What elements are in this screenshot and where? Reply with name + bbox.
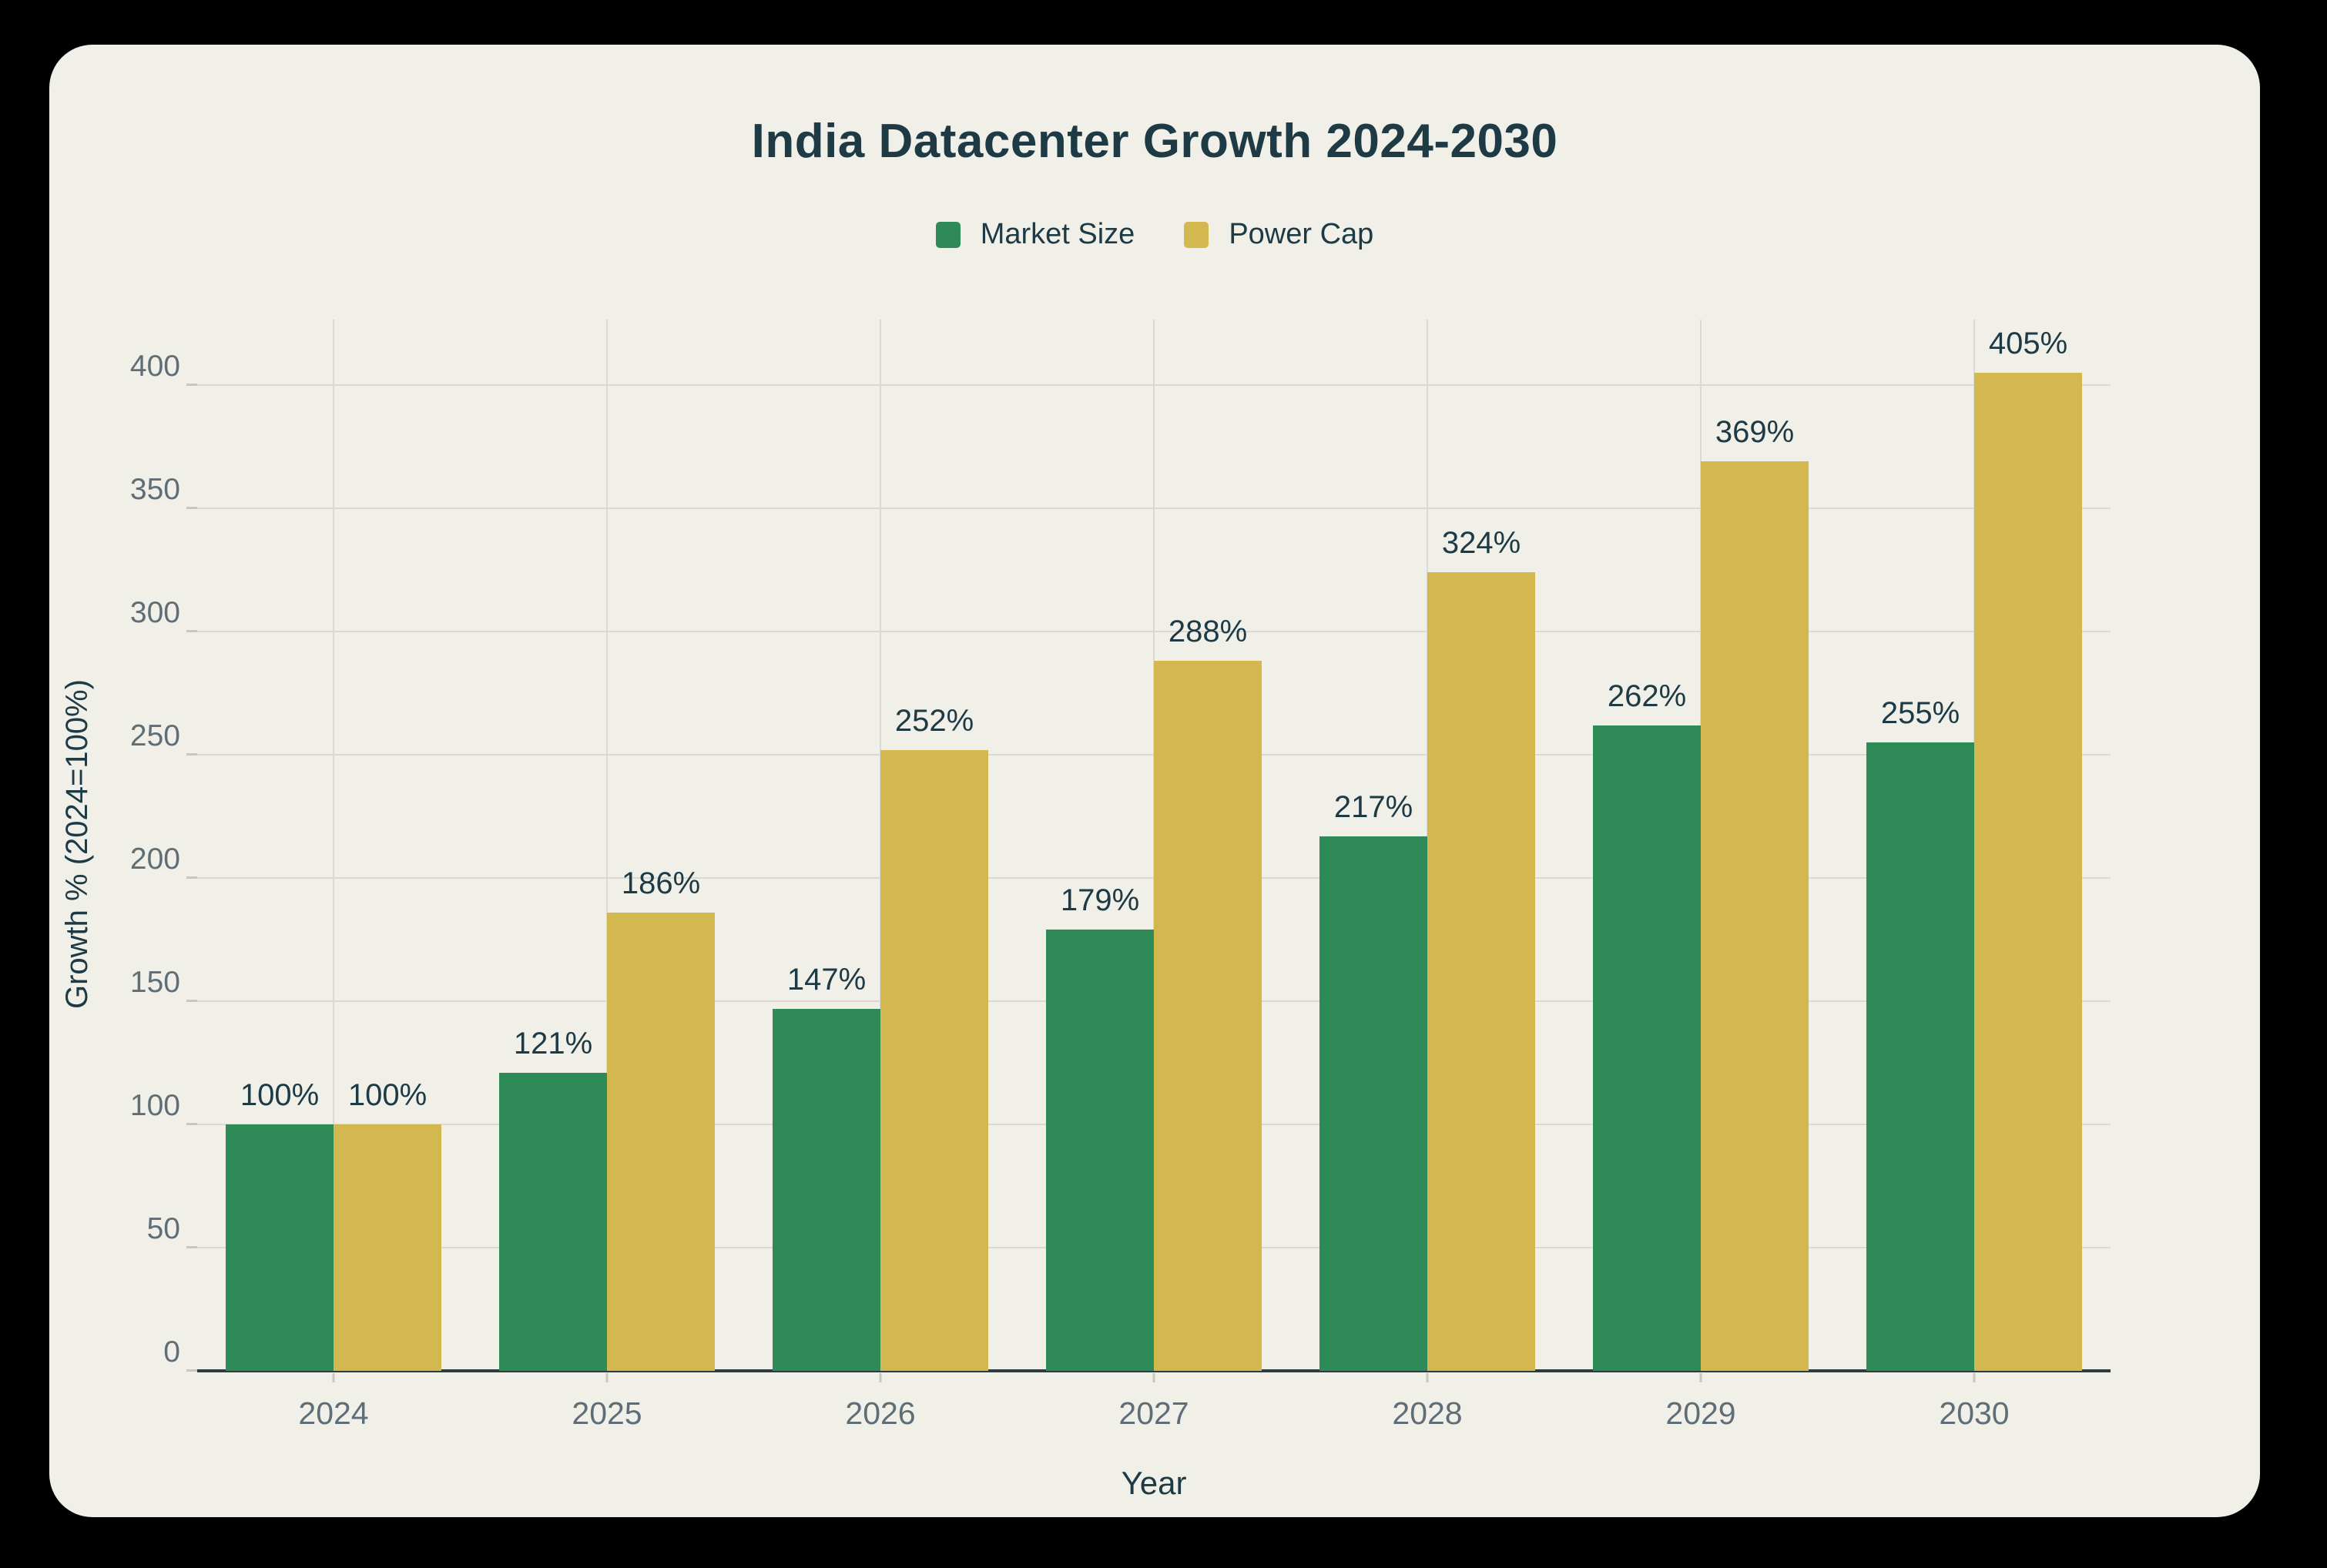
legend-item-label: Power Cap bbox=[1229, 218, 1374, 250]
y-tick-label-200: 200 bbox=[129, 843, 180, 876]
plot-area: 100% 100% 121% 186% 147% 252% 179% 288% 217% 324%… bbox=[130, 320, 2111, 1431]
x-axis-line bbox=[197, 1369, 2111, 1372]
bar-market-size-2026 bbox=[773, 1009, 880, 1371]
chart-card: India Datacenter Growth 2024-2030 Market… bbox=[49, 45, 2260, 1517]
bar-value-label-power-cap-2028: 324% bbox=[1441, 526, 1521, 560]
bar-value-label-power-cap-2030: 405% bbox=[1988, 327, 2068, 360]
y-tick-label-0: 0 bbox=[163, 1335, 180, 1369]
legend-item-market-size[interactable]: Market Size bbox=[935, 218, 1135, 251]
y-tick-label-250: 250 bbox=[129, 719, 180, 752]
y-axis-tick bbox=[186, 1000, 197, 1002]
chart-legend: Market Size Power Cap bbox=[49, 218, 2260, 251]
bar-power-cap-2024 bbox=[334, 1124, 441, 1371]
bar-power-cap-2030 bbox=[1974, 373, 2082, 1371]
y-axis-tick bbox=[186, 1123, 197, 1125]
x-axis-tick bbox=[605, 1373, 609, 1382]
legend-item-label: Market Size bbox=[980, 218, 1135, 250]
gridline-x-2025 bbox=[606, 320, 608, 1371]
bar-market-size-2024 bbox=[226, 1124, 334, 1371]
x-axis-title: Year bbox=[1121, 1465, 1187, 1501]
gridline-x-2024 bbox=[333, 320, 334, 1371]
y-axis-tick bbox=[186, 507, 197, 509]
x-axis-tick bbox=[332, 1373, 335, 1382]
y-axis-tick bbox=[186, 384, 197, 386]
y-tick-label-50: 50 bbox=[146, 1212, 180, 1245]
x-tick-label-2030: 2030 bbox=[1939, 1395, 2010, 1431]
bar-value-label-market-size-2029: 262% bbox=[1607, 679, 1687, 713]
y-tick-label-350: 350 bbox=[129, 473, 180, 506]
legend-swatch-icon bbox=[1184, 221, 1209, 248]
bar-power-cap-2028 bbox=[1427, 572, 1535, 1371]
bar-value-label-market-size-2025: 121% bbox=[513, 1027, 593, 1060]
x-axis-tick bbox=[1973, 1373, 1976, 1382]
y-axis-tick bbox=[186, 1369, 197, 1372]
legend-swatch-icon bbox=[935, 221, 961, 248]
bar-value-label-power-cap-2026: 252% bbox=[894, 704, 974, 738]
bar-value-label-market-size-2030: 255% bbox=[1880, 696, 1960, 730]
x-tick-label-2029: 2029 bbox=[1665, 1395, 1736, 1431]
y-axis-tick bbox=[186, 753, 197, 756]
bar-power-cap-2025 bbox=[607, 913, 715, 1371]
bar-value-label-power-cap-2029: 369% bbox=[1715, 415, 1795, 449]
bar-value-label-market-size-2026: 147% bbox=[786, 963, 867, 997]
y-tick-label-150: 150 bbox=[129, 966, 180, 999]
x-axis-tick bbox=[879, 1373, 882, 1382]
y-tick-label-100: 100 bbox=[129, 1089, 180, 1122]
bar-value-label-market-size-2028: 217% bbox=[1333, 790, 1413, 824]
x-axis-tick bbox=[1152, 1373, 1155, 1382]
bar-value-label-power-cap-2024: 100% bbox=[347, 1078, 428, 1112]
x-tick-label-2027: 2027 bbox=[1118, 1395, 1189, 1431]
y-axis-tick bbox=[186, 1246, 197, 1248]
y-tick-label-300: 300 bbox=[129, 596, 180, 629]
bar-market-size-2028 bbox=[1319, 836, 1427, 1371]
bar-power-cap-2029 bbox=[1701, 461, 1809, 1371]
bar-market-size-2027 bbox=[1046, 930, 1154, 1371]
x-axis-tick bbox=[1426, 1373, 1429, 1382]
bar-value-label-power-cap-2025: 186% bbox=[621, 866, 701, 900]
bar-market-size-2025 bbox=[499, 1073, 607, 1371]
bar-market-size-2030 bbox=[1866, 742, 1974, 1371]
x-tick-label-2025: 2025 bbox=[572, 1395, 642, 1431]
bar-power-cap-2027 bbox=[1154, 661, 1262, 1371]
bar-market-size-2029 bbox=[1593, 725, 1701, 1371]
legend-item-power-cap[interactable]: Power Cap bbox=[1184, 218, 1373, 251]
x-tick-label-2024: 2024 bbox=[298, 1395, 369, 1431]
y-tick-label-400: 400 bbox=[129, 350, 180, 383]
bar-value-label-power-cap-2027: 288% bbox=[1168, 615, 1248, 648]
chart-title: India Datacenter Growth 2024-2030 bbox=[751, 115, 1558, 168]
x-tick-label-2026: 2026 bbox=[845, 1395, 916, 1431]
y-axis-tick bbox=[186, 876, 197, 879]
x-axis-tick bbox=[1699, 1373, 1702, 1382]
y-axis-tick bbox=[186, 630, 197, 632]
bar-power-cap-2026 bbox=[880, 750, 988, 1371]
bar-value-label-market-size-2027: 179% bbox=[1060, 883, 1140, 917]
bar-value-label-market-size-2024: 100% bbox=[240, 1078, 320, 1112]
x-tick-label-2028: 2028 bbox=[1392, 1395, 1463, 1431]
